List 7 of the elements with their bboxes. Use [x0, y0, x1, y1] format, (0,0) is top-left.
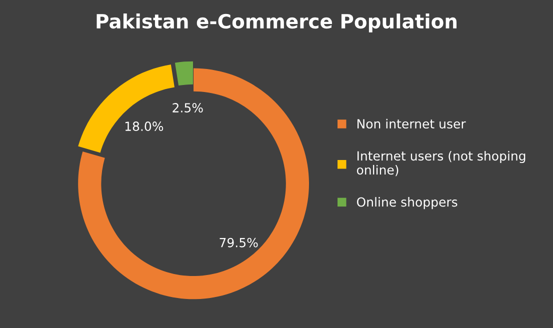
legend-label: Internet users (not shoping online)	[356, 150, 526, 176]
chart-title: Pakistan e-Commerce Population	[96, 14, 456, 32]
data-label: 2.5%	[172, 103, 203, 112]
legend-label: Online shoppers	[356, 197, 458, 210]
legend-label: Non internet user	[357, 118, 466, 129]
data-label: 79.5%	[220, 238, 258, 248]
data-label: 18.0%	[125, 122, 164, 132]
